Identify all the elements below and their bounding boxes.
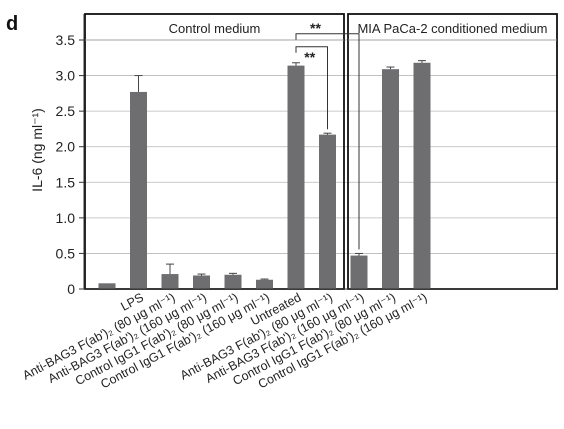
bar [98, 283, 116, 289]
y-tick-label: 0 [67, 281, 75, 297]
panel-frames: Control medium MIA PaCa-2 conditioned med… [84, 13, 558, 290]
axes: 0 0.5 1.0 1.5 2.0 2.5 3.0 3.5 [56, 14, 558, 297]
bars [98, 60, 431, 290]
y-tick-label: 1.0 [56, 210, 76, 226]
significance-bracket [295, 33, 360, 250]
bar [193, 275, 210, 289]
group-title: MIA PaCa-2 conditioned medium [357, 21, 547, 36]
bar [287, 65, 305, 290]
y-tick-label: 1.5 [56, 174, 76, 190]
y-axis-label: IL-6 (ng ml⁻¹) [29, 108, 45, 192]
bar [130, 91, 147, 289]
significance-brackets: ** ** [295, 20, 360, 250]
significance-label: ** [310, 20, 321, 36]
significance-label: ** [304, 49, 315, 65]
y-tick-label: 2.5 [56, 103, 76, 119]
y-tick-label: 3.5 [56, 32, 76, 48]
significance-bracket [295, 46, 328, 130]
panel-letter: d [6, 13, 18, 35]
y-tick-label: 3.0 [56, 68, 76, 84]
y-tick-label: 2.0 [56, 139, 76, 155]
y-tick-label: 0.5 [56, 245, 76, 261]
bar [382, 69, 399, 289]
bar [319, 134, 336, 289]
bar [350, 255, 368, 289]
bar [256, 279, 273, 289]
bar [224, 274, 242, 289]
group-title: Control medium [169, 21, 261, 36]
bar [413, 62, 431, 289]
bar [161, 274, 179, 289]
group-frame [347, 13, 558, 290]
